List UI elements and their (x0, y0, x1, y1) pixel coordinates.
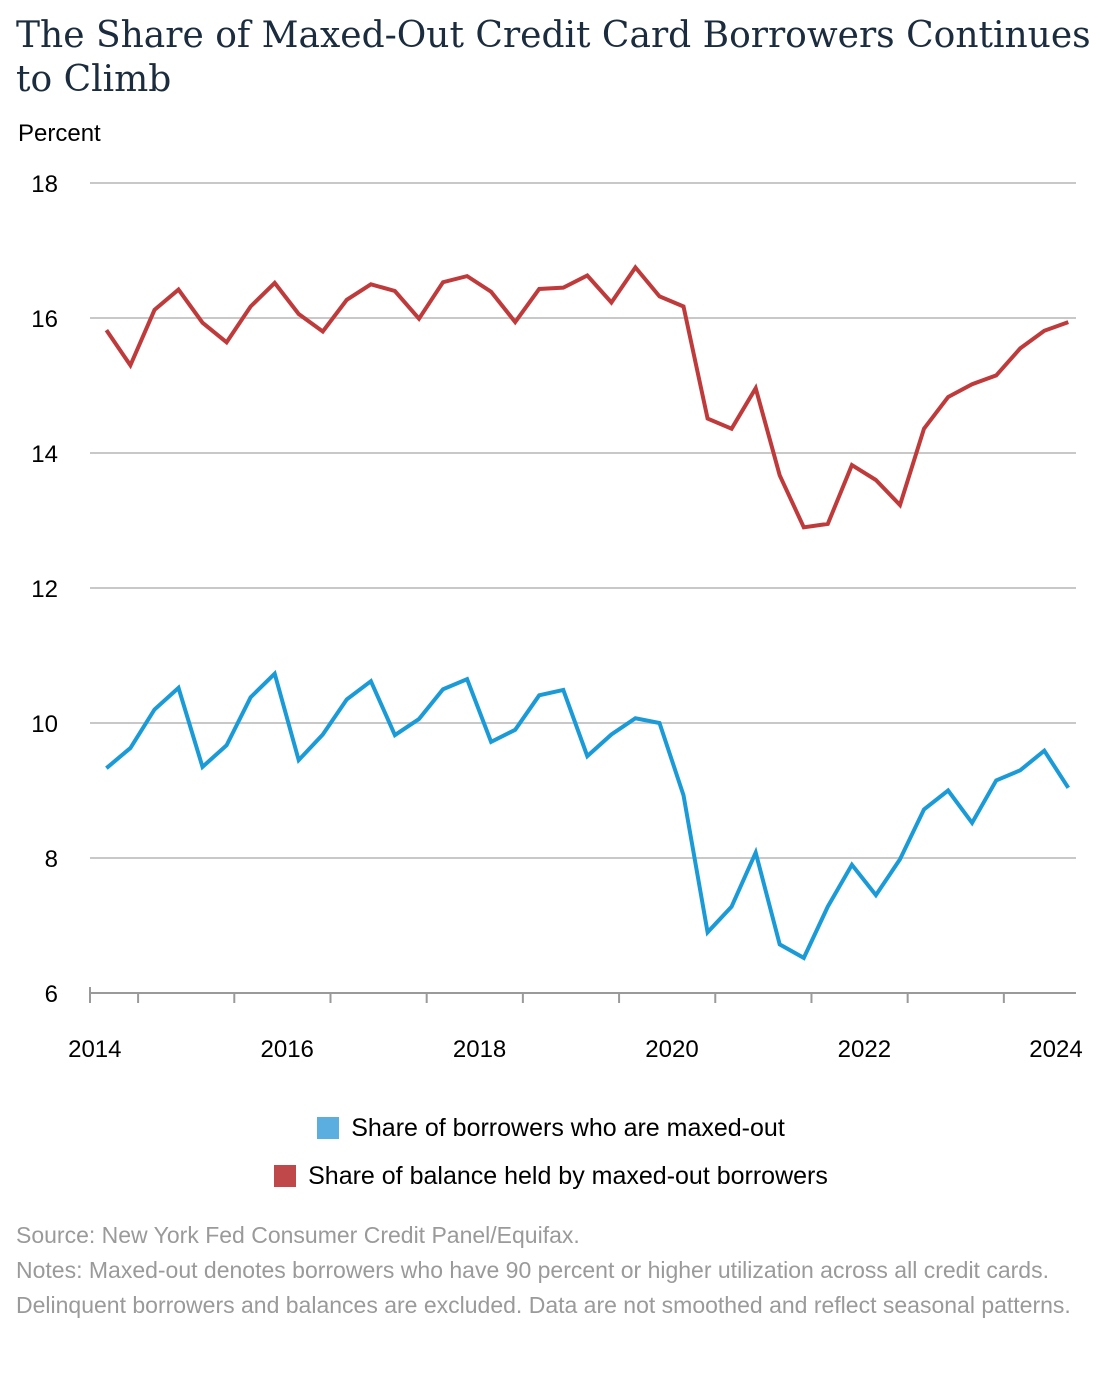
y-tick-label: 18 (31, 171, 58, 198)
series-line-balance (104, 264, 1069, 530)
y-axis-ticks: 18 16 14 12 10 8 6 (31, 171, 58, 1008)
legend-swatch-borrowers (317, 1117, 340, 1139)
x-tick-label: 2016 (261, 1036, 314, 1063)
chart-title: The Share of Maxed-Out Credit Card Borro… (16, 15, 1091, 100)
x-tick-label: 2022 (838, 1036, 891, 1063)
x-tick-label: 2024 (1029, 1036, 1082, 1063)
series-lines (104, 264, 1070, 961)
y-tick-label: 10 (31, 711, 58, 738)
x-tick-label: 2018 (453, 1036, 506, 1063)
y-axis-label: Percent (18, 120, 101, 147)
legend: Share of borrowers who are maxed-out Sha… (0, 1108, 1102, 1204)
legend-item-borrowers: Share of borrowers who are maxed-out (0, 1108, 1102, 1148)
gridlines (90, 182, 1076, 859)
y-tick-label: 12 (31, 576, 58, 603)
y-tick-label: 14 (31, 441, 58, 468)
legend-swatch-balance (274, 1165, 297, 1187)
source-notes: Source: New York Fed Consumer Credit Pan… (16, 1218, 1091, 1323)
y-tick-label: 8 (45, 846, 58, 873)
x-axis: 2014 2016 2018 2020 2022 2024 (68, 987, 1083, 1063)
source-text: Source: New York Fed Consumer Credit Pan… (16, 1222, 580, 1248)
y-tick-label: 6 (45, 981, 58, 1008)
legend-label-borrowers: Share of borrowers who are maxed-out (351, 1113, 785, 1142)
legend-item-balance: Share of balance held by maxed-out borro… (0, 1156, 1102, 1196)
x-tick-label: 2014 (68, 1036, 121, 1063)
legend-label-balance: Share of balance held by maxed-out borro… (308, 1161, 828, 1190)
series-line-borrowers (105, 669, 1070, 961)
x-tick-label: 2020 (645, 1036, 698, 1063)
notes-text: Notes: Maxed-out denotes borrowers who h… (16, 1257, 1071, 1318)
y-tick-label: 16 (31, 306, 58, 333)
line-chart: 18 16 14 12 10 8 6 2014 2016 2018 2020 2022 2024 (31, 171, 1083, 1063)
